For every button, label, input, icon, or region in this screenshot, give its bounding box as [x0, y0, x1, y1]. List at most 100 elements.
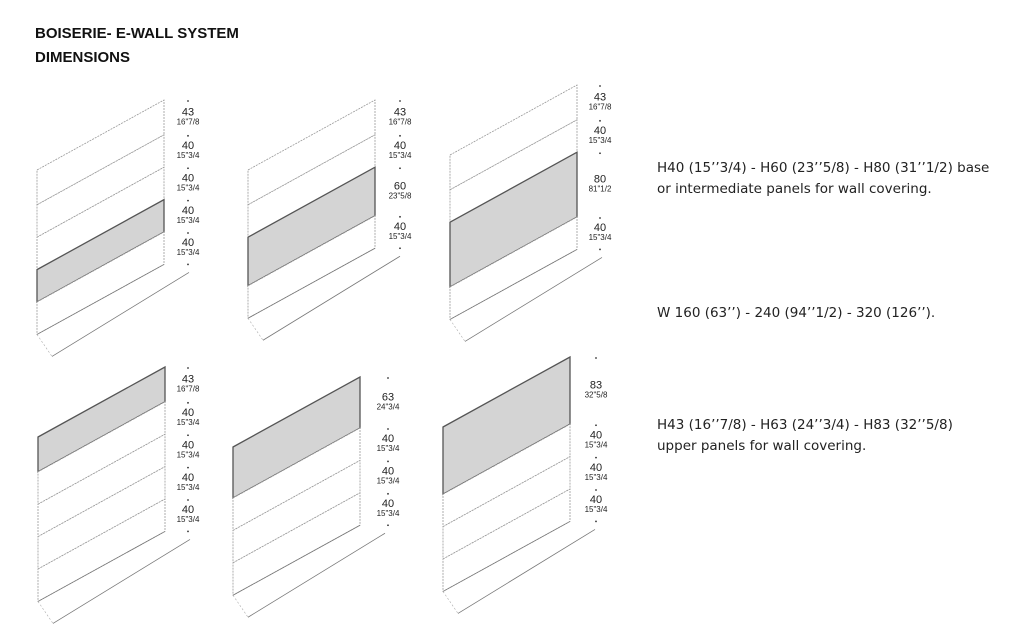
dimension-inch: 15"3/4: [585, 473, 608, 482]
dimension-cm: 40: [590, 429, 602, 441]
floor-line: [37, 601, 54, 624]
dimension-cm: 40: [182, 237, 194, 249]
dimension-dot: [599, 85, 601, 87]
dimension-inch: 15"3/4: [585, 505, 608, 514]
floor-line: [37, 531, 166, 602]
dimension-cm: 40: [182, 140, 194, 152]
dimension-dot: [187, 134, 189, 137]
floor-line: [464, 257, 603, 342]
dimension-inch: 15"3/4: [177, 216, 200, 225]
dimension-dot: [595, 520, 597, 523]
dimension-dot: [399, 134, 401, 137]
title-line: DIMENSIONS: [35, 49, 130, 66]
dimension-cm: 40: [182, 172, 194, 184]
dimension-cm: 40: [590, 494, 602, 506]
dimension-cm: 43: [594, 91, 606, 103]
floor-line: [247, 318, 264, 341]
dimension-inch: 15"3/4: [177, 183, 200, 192]
dimension-dot: [187, 434, 189, 437]
dimension-cm: 40: [394, 140, 406, 152]
note-line: H43 (16’’7/8) - H63 (24’’3/4) - H83 (32’…: [657, 417, 953, 433]
dimension-cm: 40: [590, 462, 602, 474]
dimension-dot: [187, 466, 189, 469]
dimension-dot: [387, 377, 389, 379]
floor-line: [442, 591, 459, 614]
dimension-dot: [187, 401, 189, 404]
dimension-dot: [187, 167, 189, 170]
dimension-dot: [595, 357, 597, 359]
wall-panel: [36, 99, 165, 206]
dimension-dot: [599, 152, 601, 155]
dimension-inch: 15"3/4: [589, 233, 612, 242]
dimension-dot: [595, 489, 597, 491]
dimension-inch: 15"3/4: [389, 151, 412, 160]
floor-line: [449, 319, 466, 342]
dimension-inch: 81"1/2: [589, 185, 612, 194]
dimension-cm: 40: [382, 466, 394, 478]
floor-line: [51, 272, 190, 357]
dimension-dot: [387, 492, 389, 495]
dimension-cm: 43: [182, 106, 194, 118]
dimension-inch: 15"3/4: [585, 440, 608, 449]
dimension-cm: 63: [382, 392, 394, 404]
dimension-inch: 15"3/4: [377, 509, 400, 518]
dimension-inch: 15"3/4: [177, 151, 200, 160]
dimension-dot: [599, 119, 601, 122]
dimension-cm: 40: [182, 504, 194, 516]
dimension-dot: [187, 367, 189, 369]
dimension-dot: [399, 167, 401, 170]
dimension-dot: [187, 263, 189, 266]
note-line: H40 (15’’3/4) - H60 (23’’5/8) - H80 (31’…: [657, 160, 989, 176]
dimension-cm: 43: [394, 106, 406, 118]
dimension-dot: [595, 456, 597, 459]
dimension-inch: 15"3/4: [389, 232, 412, 241]
dimension-cm: 40: [382, 433, 394, 445]
title-line: BOISERIE- E-WALL SYSTEM: [35, 25, 239, 42]
dimension-cm: 40: [182, 407, 194, 419]
dimension-cm: 40: [182, 205, 194, 217]
dimension-cm: 83: [590, 380, 602, 392]
dimension-inch: 15"3/4: [377, 477, 400, 486]
wall-panel: [449, 84, 578, 191]
floor-line: [36, 334, 53, 357]
dimension-inch: 16"7/8: [389, 117, 412, 126]
note-line: W 160 (63’’) - 240 (94’’1/2) - 320 (126’…: [657, 305, 935, 321]
dimension-dot: [399, 247, 401, 250]
note-line: or intermediate panels for wall covering…: [657, 181, 932, 197]
dimension-inch: 15"3/4: [377, 444, 400, 453]
floor-line: [442, 521, 571, 592]
dimension-inch: 23"5/8: [389, 192, 412, 201]
wall-panel: [247, 99, 376, 206]
dimension-dot: [187, 199, 189, 202]
dimension-cm: 40: [594, 222, 606, 234]
dimension-inch: 16"7/8: [177, 384, 200, 393]
dimension-dot: [187, 100, 189, 102]
dimension-dot: [399, 100, 401, 102]
dimension-dot: [187, 530, 189, 533]
dimension-dot: [399, 215, 401, 218]
floor-line: [247, 247, 376, 319]
dimension-dot: [599, 248, 601, 251]
dimension-inch: 15"3/4: [589, 136, 612, 145]
dimension-cm: 40: [382, 498, 394, 510]
dimension-dot: [595, 424, 597, 427]
floor-line: [457, 529, 596, 614]
dimension-dot: [387, 524, 389, 527]
dimension-cm: 40: [182, 472, 194, 484]
note-line: upper panels for wall covering.: [657, 438, 866, 454]
floor-line: [52, 539, 191, 624]
dimension-inch: 15"3/4: [177, 418, 200, 427]
dimension-cm: 60: [394, 181, 406, 193]
dimension-cm: 40: [594, 125, 606, 137]
floor-line: [36, 264, 165, 335]
dimension-inch: 15"3/4: [177, 450, 200, 459]
dimension-dot: [187, 232, 189, 234]
floor-line: [232, 524, 361, 596]
dimension-dot: [187, 499, 189, 501]
dimension-inch: 15"3/4: [177, 483, 200, 492]
dimension-cm: 80: [594, 174, 606, 186]
dimension-dot: [387, 428, 389, 430]
dimension-cm: 40: [394, 221, 406, 233]
dimension-inch: 16"7/8: [589, 102, 612, 111]
